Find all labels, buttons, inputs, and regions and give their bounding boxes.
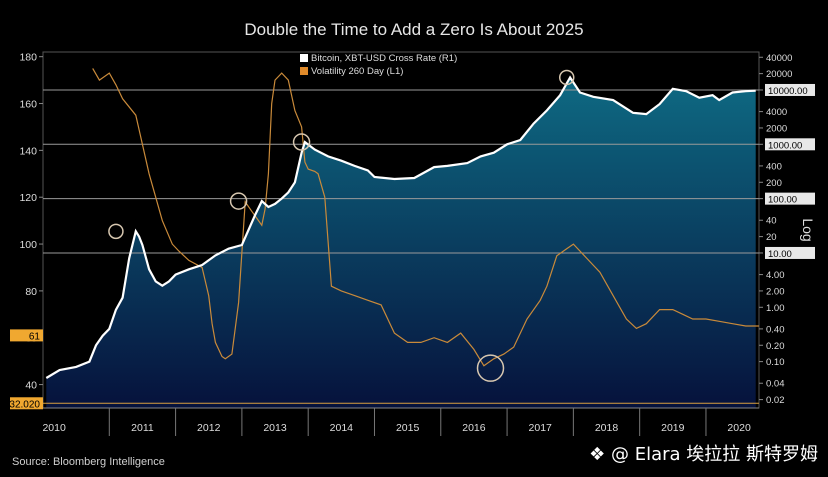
right-tick-label: 400 (766, 161, 782, 172)
x-tick-label: 2011 (131, 422, 154, 434)
right-boxed-tick (765, 246, 815, 259)
legend-label-volatility: Volatility 260 Day (L1) (311, 66, 404, 77)
x-tick-label: 2014 (330, 422, 354, 434)
right-axis: 0.02 0.04 0.10 0.20 0.40 1.00 2.00 4.00 20 40 200 4… (759, 53, 816, 406)
right-boxed-tick-label: 10.00 (768, 249, 792, 260)
legend: Bitcoin, XBT-USD Cross Rate (R1) Volatil… (300, 52, 457, 78)
left-badge-label: 32.020 (9, 399, 40, 410)
right-axis-title: Log (800, 218, 816, 241)
legend-swatch-volatility (300, 67, 308, 75)
x-tick-label: 2018 (595, 422, 619, 434)
right-tick-label: 2.00 (766, 286, 785, 297)
x-tick-label: 2013 (263, 422, 287, 434)
left-badge-label: 61 (29, 331, 41, 342)
x-tick-label: 2019 (661, 422, 685, 434)
grid-layer (43, 89, 759, 404)
annotation-layer (108, 69, 575, 382)
x-tick-label: 2016 (462, 422, 486, 434)
left-tick-label: 180 (19, 52, 37, 64)
legend-label-bitcoin: Bitcoin, XBT-USD Cross Rate (R1) (311, 53, 458, 64)
volatility-line (92, 68, 759, 367)
x-tick-label: 2020 (727, 422, 751, 434)
left-badge (10, 329, 43, 342)
bitcoin-area (46, 77, 756, 408)
right-tick-label: 4000 (766, 107, 787, 118)
x-tick-label: 2015 (396, 422, 420, 434)
left-tick-label: 80 (25, 286, 37, 298)
right-tick-label: 40000 (766, 53, 792, 64)
legend-entry-bitcoin: Bitcoin, XBT-USD Cross Rate (R1) (300, 52, 457, 65)
highlight-circle (108, 223, 124, 240)
right-tick-label: 0.10 (766, 357, 785, 368)
left-badge (10, 397, 43, 410)
left-tick-label: 160 (19, 99, 37, 111)
left-tick-label: 140 (19, 145, 37, 157)
highlight-circle (229, 192, 248, 210)
right-tick-label: 0.20 (766, 341, 785, 352)
right-tick-label: 0.02 (766, 395, 785, 406)
right-boxed-tick (765, 192, 815, 205)
highlight-circle (558, 69, 575, 86)
line-layer (45, 68, 759, 379)
legend-swatch-bitcoin (300, 54, 308, 62)
x-axis: 2010 2011 2012 2013 2014 2015 2016 2017 2018 2019… (42, 407, 759, 436)
x-tick-label: 2012 (197, 422, 221, 434)
right-tick-label: 0.40 (766, 324, 785, 335)
left-tick-label: 40 (25, 380, 37, 392)
legend-entry-volatility: Volatility 260 Day (L1) (300, 65, 457, 78)
right-boxed-tick (765, 138, 815, 151)
right-tick-label: 0.04 (766, 379, 785, 390)
watermark: ❖ @ Elara 埃拉拉 斯特罗姆 (589, 444, 818, 465)
right-tick-label: 200 (766, 178, 782, 189)
right-tick-label: 20 (766, 232, 777, 243)
right-tick-label: 40 (766, 216, 777, 227)
right-tick-label: 20000 (766, 69, 792, 80)
bitcoin-line (45, 75, 756, 379)
left-tick-label: 100 (19, 239, 37, 251)
left-axis: 4060801001201401601806132.020 (9, 52, 43, 410)
bitcoin-area-layer (46, 77, 756, 408)
right-boxed-tick (765, 83, 815, 96)
right-boxed-tick-label: 10000.00 (768, 86, 808, 97)
x-tick-label: 2010 (42, 422, 66, 434)
highlight-circle (476, 354, 505, 382)
right-tick-label: 2000 (766, 123, 787, 134)
right-boxed-tick-label: 1000.00 (768, 140, 802, 151)
right-tick-label: 1.00 (766, 303, 785, 314)
right-tick-label: 4.00 (766, 270, 785, 281)
right-boxed-tick-label: 100.00 (768, 195, 797, 206)
chart-title: Double the Time to Add a Zero Is About 2… (244, 20, 584, 39)
highlight-circle (292, 133, 311, 151)
left-tick-label: 120 (19, 192, 37, 204)
source-note: Source: Bloomberg Intelligence (12, 456, 165, 468)
x-tick-label: 2017 (529, 422, 553, 434)
